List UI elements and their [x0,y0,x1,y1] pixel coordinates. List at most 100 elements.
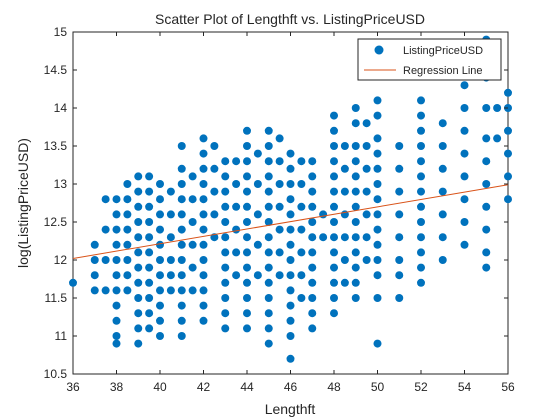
data-point [232,225,241,234]
y-tick-label: 12 [54,253,68,267]
data-point [264,278,273,287]
data-point [362,233,371,242]
data-point [286,240,295,249]
data-point [460,126,469,135]
data-point [90,286,99,295]
data-point [373,271,382,280]
data-point [330,309,338,318]
data-point [123,210,132,219]
data-point [134,218,143,226]
data-point [232,180,241,188]
data-point [417,233,425,242]
data-point [308,202,317,211]
data-point [504,172,512,181]
data-point [482,202,491,211]
data-point [243,126,251,135]
data-point [286,164,295,173]
data-point [243,324,251,333]
data-point [188,240,197,249]
data-point [460,218,469,226]
data-point [145,233,154,242]
data-point [264,172,273,181]
data-point [112,286,121,295]
data-point [286,271,295,280]
data-point [417,278,425,287]
data-point [264,324,273,333]
data-point [156,256,164,264]
data-point [351,248,360,257]
data-point [243,248,251,257]
data-point [145,294,154,302]
data-point [340,187,349,196]
data-point [373,294,382,302]
data-point [308,309,317,318]
data-point [308,263,317,272]
data-point [145,278,154,287]
data-point [156,225,164,234]
data-point [373,149,382,158]
data-point [101,195,110,204]
data-point [243,172,251,181]
data-point [134,278,143,287]
data-point [243,309,251,318]
data-point [134,187,143,196]
y-tick-label: 12.5 [44,215,68,229]
data-point [199,225,208,234]
data-point [123,240,132,249]
data-point [199,180,208,188]
data-point [264,339,273,348]
data-point [264,202,273,211]
data-point [504,88,512,97]
data-point [395,210,404,219]
data-point [112,210,121,219]
legend-marker-dot [374,45,384,55]
data-point [90,271,99,280]
data-point [460,104,469,112]
data-point [330,218,338,226]
data-point [395,233,404,242]
data-point [221,278,230,287]
data-point [123,271,132,280]
data-point [308,218,317,226]
legend-box [357,38,502,81]
data-point [199,301,208,310]
data-point [504,195,512,204]
data-point [493,134,502,143]
data-point [330,172,338,181]
data-point [319,233,328,242]
data-point [351,172,360,181]
data-point [134,233,143,242]
data-point [264,218,273,226]
data-point [177,142,186,150]
data-point [362,164,371,173]
data-point [330,187,338,196]
data-point [134,309,143,318]
data-point [253,210,262,219]
data-point [253,271,262,280]
data-point [243,202,251,211]
data-point [221,172,230,181]
points-layer [69,35,512,363]
data-point [221,202,230,211]
y-tick-label: 13.5 [44,139,68,153]
y-tick-label: 11.5 [45,291,68,305]
data-point [232,202,241,211]
data-point [145,248,154,257]
data-point [156,210,164,219]
data-point [373,164,382,173]
data-point [221,187,230,196]
data-point [308,248,317,257]
data-point [199,240,208,249]
legend: ListingPriceUSD Regression Line [357,38,502,81]
data-point [286,354,295,363]
data-point [243,294,251,302]
data-point [145,218,154,226]
data-point [188,195,197,204]
data-point [253,149,262,158]
data-point [199,286,208,295]
data-point [275,134,284,143]
data-point [264,126,273,135]
data-point [504,149,512,158]
data-point [166,187,175,196]
